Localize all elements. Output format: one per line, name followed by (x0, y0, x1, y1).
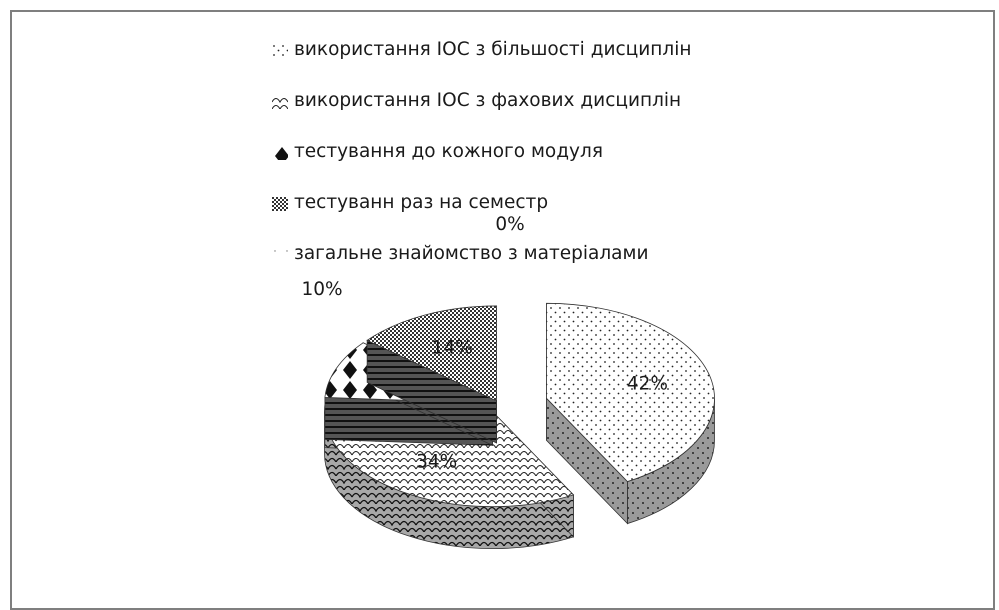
chart-legend: використання ІОС з більшості дисциплін в… (272, 36, 691, 291)
legend-item-4: тестуванн раз на семестр (272, 189, 691, 215)
pie-slice-1 (546, 302, 715, 525)
data-label-5: 0% (495, 214, 524, 235)
data-label-1: 42% (627, 374, 668, 395)
pie-slice-4 (366, 305, 497, 444)
legend-item-5: загальне знайомство з матеріалами (272, 240, 691, 266)
legend-label-4: тестуванн раз на семестр (294, 191, 549, 213)
slice-top-4 (366, 305, 497, 402)
data-label-4: 14% (432, 338, 473, 359)
legend-label-3: тестування до кожного модуля (294, 140, 603, 162)
legend-swatch-2 (272, 93, 288, 109)
legend-swatch-4 (272, 195, 288, 211)
legend-swatch-1 (272, 42, 288, 58)
legend-item-1: використання ІОС з більшості дисциплін (272, 36, 691, 62)
slice-top-1 (546, 302, 715, 483)
legend-label-1: використання ІОС з більшості дисциплін (294, 38, 692, 60)
data-label-3: 10% (301, 279, 342, 300)
legend-item-3: тестування до кожного модуля (272, 138, 691, 164)
legend-swatch-5 (272, 246, 288, 262)
legend-label-2: використання ІОС з фахових дисциплін (294, 89, 682, 111)
pie-slices (324, 302, 715, 550)
data-label-2: 34% (416, 451, 457, 472)
legend-swatch-3 (272, 144, 288, 160)
legend-label-5: загальне знайомство з матеріалами (294, 242, 649, 264)
legend-item-2: використання ІОС з фахових дисциплін (272, 87, 691, 113)
data-labels: 42% 34% 10% 14% 0% (301, 214, 668, 472)
pie-chart: 42% 34% 10% 14% 0% (301, 214, 715, 550)
